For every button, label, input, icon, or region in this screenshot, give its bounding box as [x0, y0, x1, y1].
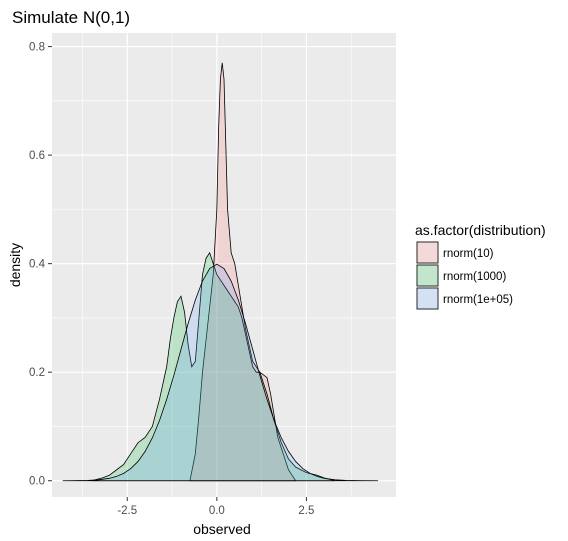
legend-label: rnorm(1e+05) — [443, 294, 513, 306]
plot-panel — [52, 33, 396, 497]
density-area-series-3 — [62, 263, 379, 482]
density-area-series-2 — [91, 251, 336, 482]
x-tick-label: 0.0 — [209, 505, 225, 517]
y-tick-label: 0.2 — [29, 367, 45, 379]
density-areas — [62, 62, 379, 482]
minor-gridlines — [52, 33, 396, 497]
y-tick-label: 0.0 — [29, 476, 45, 488]
y-tick-label: 0.4 — [29, 259, 46, 271]
legend-label: rnorm(1000) — [443, 271, 506, 283]
legend-swatch — [416, 287, 439, 310]
legend-items: rnorm(10) rnorm(1000) rnorm(1e+05) — [416, 241, 513, 310]
legend-title: as.factor(distribution) — [415, 222, 546, 238]
legend-swatch — [416, 264, 439, 287]
x-tick-label: 2.5 — [298, 505, 314, 517]
x-axis-label: observed — [193, 521, 251, 537]
major-gridlines — [52, 33, 396, 497]
y-tick-label: 0.6 — [29, 150, 45, 162]
legend-key-background — [416, 287, 439, 310]
legend-swatch — [416, 241, 439, 264]
chart-title: Simulate N(0,1) — [12, 8, 130, 27]
legend: as.factor(distribution) rnorm(10)rnorm(1… — [415, 222, 546, 310]
density-area-series-1 — [189, 62, 297, 482]
legend-key-background — [416, 241, 439, 264]
x-axis-ticks: -2.5 0.0 2.5 — [117, 497, 314, 517]
y-axis-label: density — [7, 243, 23, 287]
y-axis-ticks: 0.0 0.2 0.4 0.6 0.8 — [29, 42, 52, 488]
y-tick-label: 0.8 — [29, 42, 45, 54]
legend-key-background — [416, 264, 439, 287]
x-tick-label: -2.5 — [117, 505, 137, 517]
legend-label: rnorm(10) — [443, 248, 494, 260]
